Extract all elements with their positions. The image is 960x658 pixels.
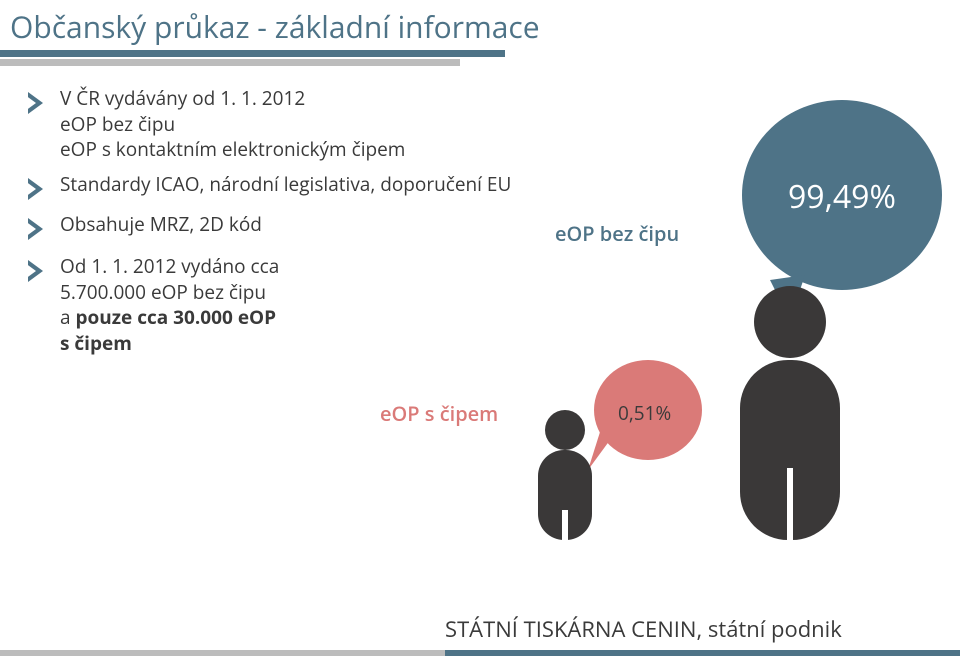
footer-bar-right: [445, 650, 960, 656]
percent-small: 0,51%: [618, 400, 671, 426]
label-eop-bez-cipu: eOP bez čipu: [555, 220, 679, 247]
footer-text: STÁTNÍ TISKÁRNA CENIN, státní podnik: [445, 614, 842, 644]
label-eop-s-cipem: eOP s čipem: [380, 400, 498, 427]
footer-bar-left: [0, 650, 445, 656]
infographic-figures: [0, 0, 960, 658]
percent-large: 99,49%: [788, 175, 896, 218]
